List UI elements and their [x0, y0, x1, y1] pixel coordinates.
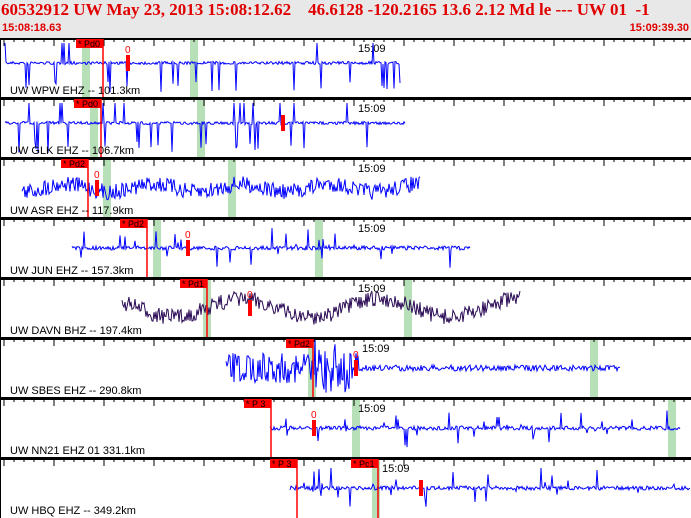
trace-row[interactable]: 15:09 * P 3 0 UW NN21 EHZ 01 331.1km [0, 397, 691, 458]
time-window-band [82, 39, 90, 98]
channel-label: UW WPW EHZ -- 101.3km [10, 85, 140, 97]
trace-row[interactable]: 15:09 * P 3 * Pc1 UW HBQ EHZ -- 349.2km [0, 457, 691, 518]
channel-label: UW DAVN BHZ -- 197.4km [10, 325, 142, 337]
channel-label: UW JUN EHZ -- 157.3km [10, 265, 133, 277]
amplitude-marker[interactable] [248, 300, 252, 316]
phase-pick-flag[interactable] [180, 279, 207, 288]
amplitude-marker-label: 0 [185, 230, 191, 241]
amplitude-marker-label: 0 [353, 350, 359, 361]
waveform [21, 176, 421, 201]
phase-pick-flag[interactable] [270, 459, 297, 468]
amplitude-marker[interactable] [312, 420, 316, 436]
phase-pick-flag[interactable] [286, 339, 313, 348]
time-window-band [90, 99, 98, 158]
event-header: 60532912 UW May 23, 2013 15:08:12.62 46.… [0, 0, 691, 38]
minute-label: 15:09 [358, 283, 386, 295]
minute-label: 15:09 [358, 163, 386, 175]
event-title: 60532912 UW May 23, 2013 15:08:12.62 46.… [1, 0, 650, 19]
amplitude-marker[interactable] [95, 180, 99, 196]
seismogram-panel[interactable]: 15:09 * Pd0 0 UW WPW EHZ -- 101.3km 15:09 * P… [0, 38, 691, 518]
trace-row[interactable]: 15:09 * Pd0 UW GLK EHZ -- 106.7km [0, 97, 691, 158]
time-window-band [197, 99, 205, 158]
waveform [225, 339, 621, 393]
phase-pick-flag[interactable] [76, 39, 103, 48]
phase-pick-flag[interactable] [120, 219, 147, 228]
time-window-band [103, 159, 111, 218]
phase-pick-flag[interactable] [61, 159, 88, 168]
phase-pick-label: * P 3 [272, 459, 291, 469]
minute-label: 15:09 [358, 403, 386, 415]
amplitude-marker[interactable] [419, 480, 423, 496]
trace-row[interactable]: 15:09 * Pd2 0 UW JUN EHZ -- 157.3km [0, 217, 691, 278]
time-window-band [190, 39, 198, 98]
trace-row[interactable]: 15:09 * Pd2 0 UW SBES EHZ -- 290.8km [0, 337, 691, 398]
time-window-band [315, 219, 323, 278]
waveform [269, 410, 681, 448]
phase-pick-label: * Pd0 [76, 99, 98, 109]
amplitude-marker-label: 0 [247, 290, 253, 301]
phase-pick-flag[interactable] [244, 399, 271, 408]
phase-pick-flag[interactable] [351, 459, 378, 468]
trace-row[interactable]: 15:09 * Pd1 0 UW DAVN BHZ -- 197.4km [0, 277, 691, 338]
waveform [121, 290, 521, 325]
minute-label: 15:09 [382, 463, 410, 475]
amplitude-marker-label: 0 [125, 45, 131, 56]
waveform [4, 102, 406, 153]
phase-pick-label: * Pd0 [78, 39, 100, 49]
channel-label: UW SBES EHZ -- 290.8km [10, 385, 141, 397]
waveform [4, 42, 401, 93]
amplitude-marker-label: 0 [94, 170, 100, 181]
phase-pick-label: * Pc1 [353, 459, 375, 469]
channel-label: UW GLK EHZ -- 106.7km [10, 145, 134, 157]
channel-label: UW NN21 EHZ 01 331.1km [10, 445, 145, 457]
phase-pick-label: * Pd2 [288, 339, 310, 349]
minute-label: 15:09 [362, 343, 390, 355]
amplitude-marker[interactable] [281, 115, 285, 131]
trace-row[interactable]: 15:09 * Pd0 0 UW WPW EHZ -- 101.3km [0, 38, 691, 98]
phase-pick-label: * P 3 [246, 399, 265, 409]
phase-pick-label: * Pd1 [182, 279, 204, 289]
amplitude-marker[interactable] [354, 360, 358, 376]
channel-label: UW ASR EHZ -- 117.9km [10, 205, 133, 217]
amplitude-marker[interactable] [186, 240, 190, 256]
channel-label: UW HBQ EHZ -- 349.2km [10, 505, 136, 517]
trace-row[interactable]: 15:09 * Pd2 0 UW ASR EHZ -- 117.9km [0, 157, 691, 218]
minute-label: 15:09 [358, 103, 386, 115]
time-window-band [153, 219, 161, 278]
amplitude-marker[interactable] [126, 55, 130, 71]
phase-pick-label: * Pd2 [122, 219, 144, 229]
phase-pick-label: * Pd2 [63, 159, 85, 169]
window-end-time: 15:09:39.30 [629, 22, 689, 34]
time-window-band [372, 459, 380, 518]
phase-pick-flag[interactable] [74, 99, 101, 108]
time-window-band [228, 159, 236, 218]
window-start-time: 15:08:18.63 [2, 22, 62, 34]
waveform [289, 467, 691, 507]
minute-label: 15:09 [358, 43, 386, 55]
waveform [71, 228, 471, 268]
minute-label: 15:09 [358, 223, 386, 235]
amplitude-marker-label: 0 [311, 410, 317, 421]
